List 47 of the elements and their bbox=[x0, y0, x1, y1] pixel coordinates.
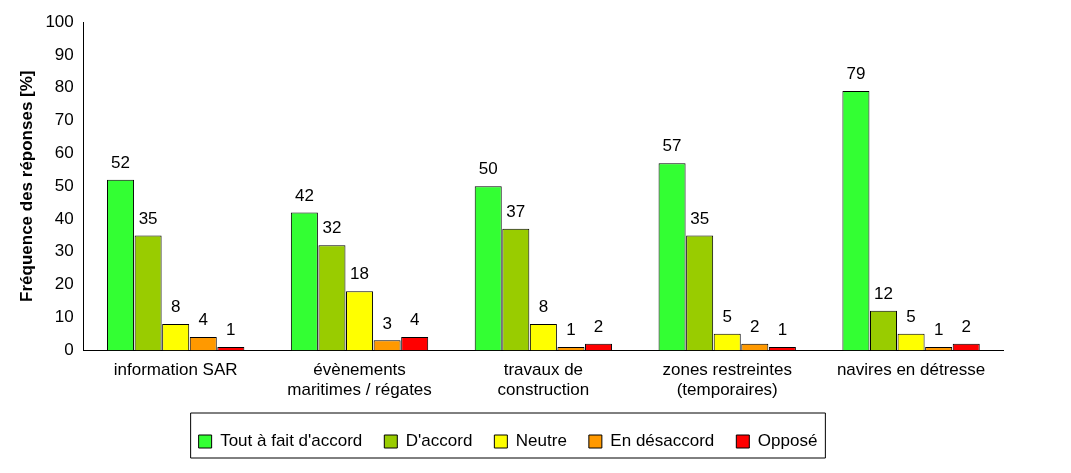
y-tick-label: 90 bbox=[54, 44, 74, 64]
y-tick-label: 20 bbox=[54, 274, 74, 294]
data-label: 2 bbox=[961, 316, 971, 336]
data-label: 57 bbox=[662, 136, 682, 156]
data-label: 12 bbox=[874, 284, 893, 304]
legend-label: En désaccord bbox=[610, 431, 715, 451]
data-label: 1 bbox=[933, 320, 944, 340]
data-label: 8 bbox=[538, 297, 549, 317]
data-label: 18 bbox=[350, 264, 369, 284]
y-tick-label: 50 bbox=[54, 175, 74, 195]
x-tick-label: navires en détresse bbox=[836, 360, 986, 380]
y-tick-label: 0 bbox=[64, 339, 74, 359]
data-label: 5 bbox=[906, 306, 916, 326]
data-label: 42 bbox=[294, 185, 314, 205]
x-tick-label: zones restreintes (temporaires) bbox=[662, 360, 792, 400]
legend-label: Neutre bbox=[515, 431, 567, 451]
data-label: 2 bbox=[750, 316, 760, 336]
data-label: 2 bbox=[593, 316, 604, 336]
data-label: 8 bbox=[170, 297, 181, 317]
data-label: 1 bbox=[566, 320, 576, 340]
data-label: 4 bbox=[198, 310, 208, 330]
data-label: 35 bbox=[138, 208, 158, 228]
x-tick-label: travaux de construction bbox=[497, 360, 590, 400]
y-axis-title: Fréquence des réponses [%] bbox=[16, 70, 36, 302]
data-label: 37 bbox=[506, 202, 526, 222]
data-label: 50 bbox=[478, 159, 498, 179]
data-label: 52 bbox=[111, 152, 130, 172]
legend-label: Opposé bbox=[757, 431, 818, 451]
data-label: 35 bbox=[690, 208, 710, 228]
data-label: 4 bbox=[409, 310, 420, 330]
data-label: 5 bbox=[722, 306, 732, 326]
x-tick-label: information SAR bbox=[113, 360, 238, 380]
data-label: 32 bbox=[322, 218, 342, 238]
y-tick-label: 80 bbox=[54, 77, 74, 97]
y-tick-label: 10 bbox=[54, 307, 74, 327]
y-tick-label: 30 bbox=[54, 241, 74, 261]
legend-label: Tout à fait d'accord bbox=[220, 431, 363, 451]
y-tick-label: 100 bbox=[45, 11, 74, 31]
x-tick-label: évènements maritimes / régates bbox=[287, 360, 432, 400]
y-tick-label: 70 bbox=[54, 110, 74, 130]
data-label: 3 bbox=[382, 313, 392, 333]
y-tick-label: 40 bbox=[54, 208, 74, 228]
y-tick-label: 60 bbox=[54, 143, 74, 163]
data-label: 79 bbox=[846, 64, 866, 84]
data-label: 1 bbox=[226, 320, 236, 340]
data-label: 1 bbox=[777, 320, 788, 340]
legend-label: D'accord bbox=[405, 431, 473, 451]
